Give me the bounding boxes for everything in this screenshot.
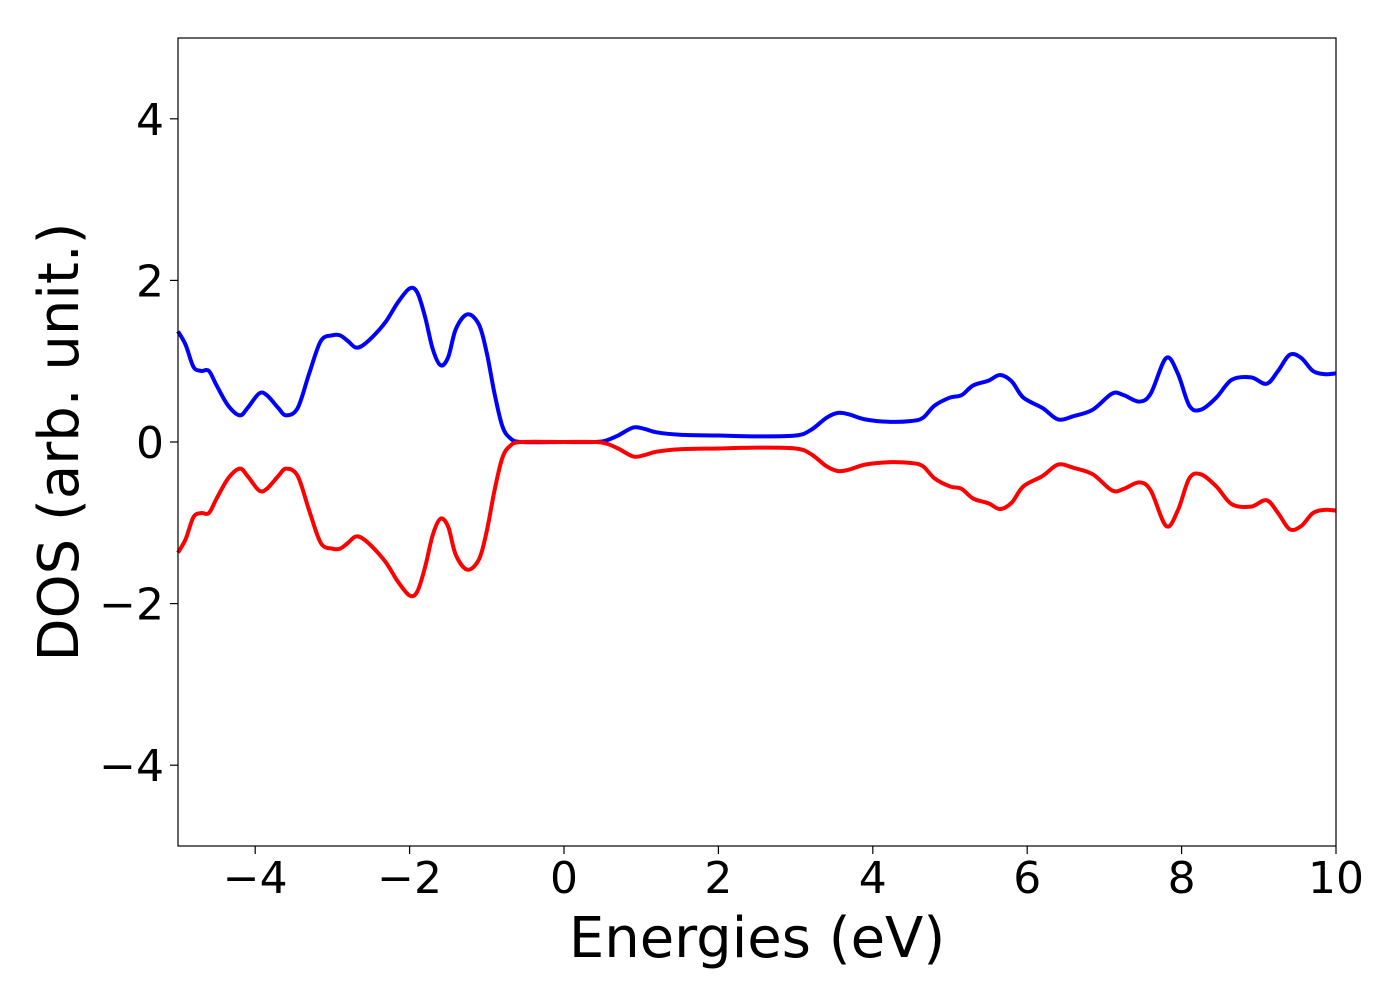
series-line-blue: [176, 285, 1337, 445]
y-tick-label: −2: [99, 580, 164, 631]
x-tick-label: 10: [1308, 853, 1364, 904]
y-tick-label: 0: [136, 418, 164, 469]
x-tick-label: 4: [859, 853, 887, 904]
y-tick-label: −4: [99, 741, 164, 792]
x-tick-label: −4: [223, 853, 288, 904]
x-axis-title: Energies (eV): [569, 906, 945, 971]
x-tick-label: 6: [1013, 853, 1041, 904]
x-axis: −4 −2 0 2 4 6 8 10: [223, 846, 1364, 904]
x-tick-label: −2: [377, 853, 442, 904]
y-tick-label: 4: [136, 95, 164, 146]
x-tick-label: 8: [1168, 853, 1196, 904]
series-line-red: [176, 439, 1337, 599]
x-tick-label: 0: [550, 853, 578, 904]
x-tick-label: 2: [704, 853, 732, 904]
plot-lines: [176, 285, 1337, 599]
y-tick-label: 2: [136, 256, 164, 307]
y-axis: −4 −2 0 2 4: [99, 95, 178, 792]
y-axis-title: DOS (arb. unit.): [27, 222, 92, 661]
plot-frame: [177, 37, 1337, 847]
